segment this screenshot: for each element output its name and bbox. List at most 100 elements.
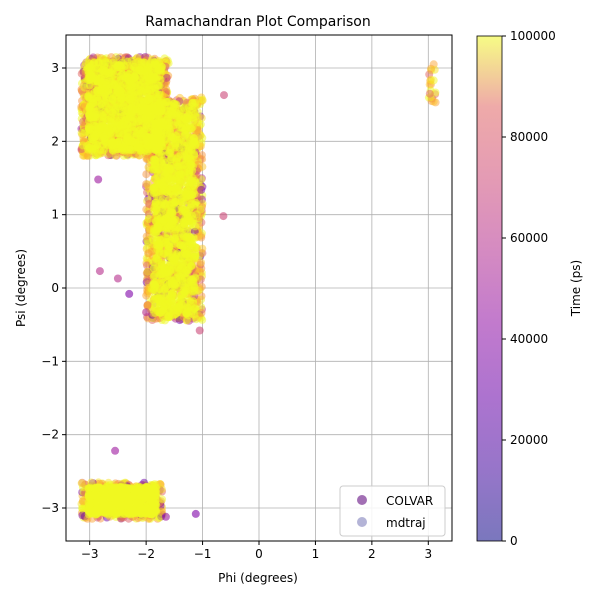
- scatter-point: [176, 272, 184, 280]
- scatter-point: [188, 240, 196, 248]
- scatter-point: [152, 119, 160, 127]
- scatter-point: [109, 141, 117, 149]
- scatter-point: [169, 254, 177, 262]
- scatter-point: [151, 281, 159, 289]
- scatter-point: [166, 268, 174, 276]
- scatter-point: [143, 66, 151, 74]
- scatter-point: [171, 139, 179, 147]
- scatter-point: [198, 316, 206, 324]
- scatter-point: [174, 182, 182, 190]
- scatter-point: [165, 119, 173, 127]
- scatter-point: [189, 114, 197, 122]
- scatter-point: [182, 116, 190, 124]
- scatter-point: [86, 95, 94, 103]
- scatter-point: [427, 76, 435, 84]
- scatter-point: [180, 223, 188, 231]
- scatter-point: [165, 130, 173, 138]
- scatter-point: [151, 157, 159, 165]
- scatter-point: [124, 120, 132, 128]
- scatter-point: [90, 58, 98, 66]
- scatter-point: [100, 62, 108, 70]
- scatter-point: [142, 170, 150, 178]
- scatter-point: [158, 127, 166, 135]
- scatter-point: [135, 81, 143, 89]
- scatter-point: [113, 87, 121, 95]
- scatter-point: [126, 113, 134, 121]
- scatter-point: [150, 273, 158, 281]
- scatter-point: [117, 72, 125, 80]
- scatter-point: [164, 229, 172, 237]
- scatter-point: [151, 207, 159, 215]
- scatter-point: [187, 140, 195, 148]
- scatter-point: [89, 136, 97, 144]
- scatter-point: [112, 104, 120, 112]
- scatter-point: [150, 227, 158, 235]
- scatter-point: [102, 102, 110, 110]
- scatter-point: [191, 251, 199, 259]
- scatter-point: [177, 265, 185, 273]
- scatter-point: [191, 284, 199, 292]
- scatter-point: [176, 302, 184, 310]
- scatter-point: [148, 74, 156, 82]
- scatter-point: [91, 75, 99, 83]
- scatter-point: [175, 120, 183, 128]
- scatter-point: [172, 100, 180, 108]
- scatter-point: [182, 280, 190, 288]
- scatter-point: [165, 312, 173, 320]
- scatter-point: [159, 307, 167, 315]
- scatter-point: [156, 236, 164, 244]
- scatter-point: [175, 113, 183, 121]
- scatter-point: [138, 59, 146, 67]
- scatter-point: [138, 128, 146, 136]
- scatter-point: [100, 114, 108, 122]
- scatter-point: [137, 67, 145, 75]
- scatter-point: [190, 201, 198, 209]
- scatter-point: [126, 77, 134, 85]
- scatter-point: [142, 180, 150, 188]
- scatter-point: [154, 143, 162, 151]
- scatter-point: [192, 99, 200, 107]
- scatter-point: [181, 153, 189, 161]
- scatter-point: [430, 98, 438, 106]
- scatter-point: [188, 179, 196, 187]
- scatter-point: [165, 196, 173, 204]
- scatter-point: [124, 58, 132, 66]
- scatter-point: [161, 159, 169, 167]
- scatter-point: [111, 118, 119, 126]
- scatter-point: [86, 111, 94, 119]
- scatter-point: [159, 216, 167, 224]
- scatter-point: [184, 258, 192, 266]
- scatter-point: [426, 90, 434, 98]
- scatter-point: [155, 181, 163, 189]
- scatter-point: [184, 232, 192, 240]
- scatter-point: [182, 131, 190, 139]
- scatter-point: [171, 280, 179, 288]
- scatter-point: [143, 88, 151, 96]
- scatter-point: [165, 149, 173, 157]
- scatter-point: [114, 62, 122, 70]
- scatter-point: [181, 168, 189, 176]
- chart-title: Ramachandran Plot Comparison: [145, 14, 370, 30]
- scatter-point: [78, 129, 86, 137]
- scatter-point: [126, 104, 134, 112]
- scatter-point: [150, 136, 158, 144]
- scatter-point: [427, 65, 435, 73]
- scatter-point: [150, 264, 158, 272]
- scatter-point: [171, 234, 179, 242]
- scatter-point: [155, 166, 163, 174]
- scatter-point: [186, 192, 194, 200]
- scatter-point: [155, 107, 163, 115]
- scatter-point: [135, 144, 143, 152]
- scatter-point: [199, 96, 207, 104]
- scatter-point: [78, 479, 86, 487]
- scatter-point: [198, 309, 206, 317]
- scatter-point: [181, 288, 189, 296]
- scatter-point: [163, 107, 171, 115]
- scatter-point: [103, 82, 111, 90]
- scatter-point: [168, 304, 176, 312]
- scatter-point: [130, 127, 138, 135]
- scatter-point: [188, 167, 196, 175]
- scatter-point: [158, 151, 166, 159]
